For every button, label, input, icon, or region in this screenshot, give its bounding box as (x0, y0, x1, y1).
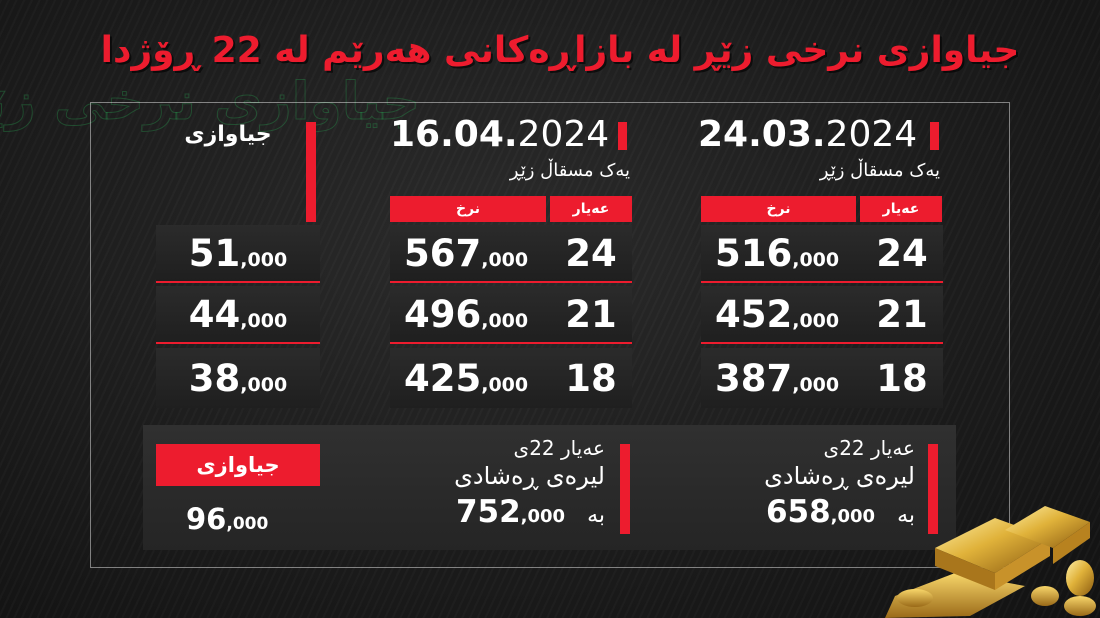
difference-row: 44,000 (156, 286, 320, 344)
price-column-header: نرخ (701, 196, 856, 222)
difference-accent-bar (306, 122, 316, 222)
page-title: جیاوازی نرخی زێڕ لە بازاڕەکانی هەرێم لە … (100, 30, 1020, 71)
lira-name-label: لیرەی ڕەشادی (454, 462, 605, 490)
karat-value: 21 (565, 292, 617, 336)
gold-price: 425,000 (404, 356, 529, 400)
lira-price-value: 658,000 بە (765, 494, 915, 530)
lira-difference-value: 96,000 (186, 502, 269, 536)
price-column-header: نرخ (390, 196, 546, 222)
table-row: 452,000 21 (701, 286, 943, 344)
content-frame (90, 102, 1010, 568)
karat-value: 24 (565, 231, 617, 275)
karat-value: 21 (876, 292, 928, 336)
date-24-03-2024: 24.03.2024 (698, 114, 918, 155)
lira-accent-bar-2 (620, 444, 630, 534)
karat-column-header: عەیار (550, 196, 632, 222)
gold-price: 516,000 (715, 231, 840, 275)
lira-karat-label: عەیار 22ی (513, 436, 605, 460)
lira-price-2: عەیار 22ی لیرەی ڕەشادی 752,000 بە (405, 436, 605, 530)
lira-karat-label: عەیار 22ی (823, 436, 915, 460)
lira-name-label: لیرەی ڕەشادی (764, 462, 915, 490)
lira-price-value: 752,000 بە (455, 494, 605, 530)
lira-difference-badge: جیاوازی (156, 444, 320, 486)
table-row: 496,000 21 (390, 286, 632, 344)
karat-value: 18 (565, 356, 617, 400)
difference-value: 38,000 (188, 356, 288, 400)
table-row: 567,000 24 (390, 225, 632, 283)
lira-accent-bar-1 (928, 444, 938, 534)
karat-column-header: عەیار (860, 196, 942, 222)
date-16-04-2024: 16.04.2024 (390, 114, 610, 155)
table-header-2: نرخ عەیار (390, 196, 632, 222)
date-accent-1 (930, 122, 939, 150)
table-row: 516,000 24 (701, 225, 943, 283)
unit-label-2: یەک مسقاڵ زێڕ (509, 160, 630, 181)
table-header-1: نرخ عەیار (701, 196, 942, 222)
table-row: 425,000 18 (390, 348, 632, 408)
karat-value: 24 (876, 231, 928, 275)
difference-row: 38,000 (156, 348, 320, 408)
gold-bars-illustration (885, 506, 1096, 618)
gold-price: 387,000 (715, 356, 840, 400)
unit-label-1: یەک مسقاڵ زێڕ (819, 160, 940, 181)
difference-row: 51,000 (156, 225, 320, 283)
lira-price-1: عەیار 22ی لیرەی ڕەشادی 658,000 بە (715, 436, 915, 530)
difference-value: 44,000 (188, 292, 288, 336)
gold-price: 496,000 (404, 292, 529, 336)
difference-header: جیاوازی (184, 122, 272, 147)
gold-price: 452,000 (715, 292, 840, 336)
table-row: 387,000 18 (701, 348, 943, 408)
difference-value: 51,000 (188, 231, 288, 275)
gold-price: 567,000 (404, 231, 529, 275)
date-accent-2 (618, 122, 627, 150)
karat-value: 18 (876, 356, 928, 400)
ghost-title-watermark: جیاوازی نرخی زێڕ لە بازاڕەکانی هەرێم لە … (0, 72, 420, 133)
